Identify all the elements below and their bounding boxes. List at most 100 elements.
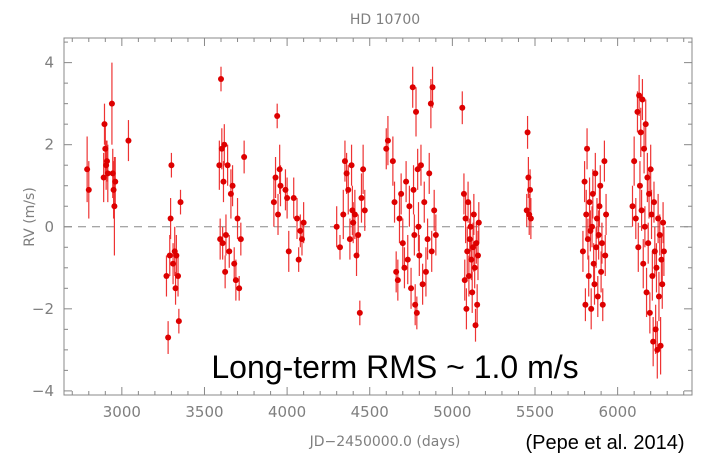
data-point	[631, 158, 638, 165]
data-point	[599, 301, 606, 308]
data-point	[650, 338, 657, 345]
data-point	[659, 281, 666, 288]
data-point	[593, 244, 600, 251]
data-point	[413, 108, 420, 115]
x-tick-label: 4000	[268, 403, 306, 421]
data-point	[401, 264, 408, 271]
data-point	[641, 145, 648, 152]
data-point	[579, 248, 586, 255]
data-point	[656, 231, 663, 238]
data-point	[237, 236, 244, 243]
data-point	[219, 240, 226, 247]
data-point	[419, 281, 426, 288]
data-point	[290, 195, 297, 202]
data-point	[595, 231, 602, 238]
data-point	[474, 252, 481, 259]
data-point	[224, 162, 231, 169]
data-point	[285, 248, 292, 255]
data-point	[399, 240, 406, 247]
data-point	[635, 244, 642, 251]
data-point	[284, 195, 291, 202]
y-axis-title: RV (m/s)	[22, 187, 38, 247]
data-point	[412, 301, 419, 308]
data-point	[102, 145, 109, 152]
data-point	[350, 219, 357, 226]
data-point	[475, 219, 482, 226]
data-point	[345, 186, 352, 193]
data-point	[417, 162, 424, 169]
data-point	[166, 252, 173, 259]
data-point	[632, 215, 639, 222]
y-tick-label: 2	[44, 136, 54, 154]
data-point	[101, 121, 108, 128]
data-point	[109, 170, 116, 177]
data-point	[655, 293, 662, 300]
data-point	[431, 207, 438, 214]
data-point	[654, 346, 661, 353]
data-point	[112, 178, 119, 185]
data-point	[422, 268, 429, 275]
data-point	[644, 174, 651, 181]
data-point	[333, 223, 340, 230]
data-point	[461, 277, 468, 284]
data-point	[640, 260, 647, 267]
data-point	[527, 215, 534, 222]
x-tick-label: 6000	[599, 403, 637, 421]
data-point	[351, 211, 358, 218]
x-tick-label: 5000	[433, 403, 471, 421]
data-point	[343, 170, 350, 177]
data-point	[384, 137, 391, 144]
data-point	[427, 100, 434, 107]
data-point	[593, 215, 600, 222]
data-point	[356, 309, 363, 316]
data-point	[648, 211, 655, 218]
data-point	[226, 248, 233, 255]
data-point	[391, 199, 398, 206]
data-point	[472, 322, 479, 329]
data-point	[641, 223, 648, 230]
data-point	[358, 195, 365, 202]
data-point	[275, 211, 282, 218]
data-point	[276, 166, 283, 173]
x-axis-title: JD−2450000.0 (days)	[309, 434, 461, 450]
data-point	[232, 277, 239, 284]
data-point	[465, 199, 472, 206]
data-point	[361, 207, 368, 214]
x-tick-label: 4500	[351, 403, 389, 421]
data-point	[603, 211, 610, 218]
data-point	[474, 301, 481, 308]
data-point	[297, 227, 304, 234]
data-point	[634, 108, 641, 115]
data-point	[649, 273, 656, 279]
data-point	[216, 162, 223, 169]
data-point	[403, 178, 410, 185]
plot-frame	[63, 37, 693, 396]
data-point	[589, 223, 596, 230]
data-point	[598, 268, 605, 275]
y-tick-label: 4	[44, 54, 54, 72]
data-point	[643, 289, 650, 296]
data-point	[471, 264, 478, 271]
data-point	[646, 309, 653, 316]
data-point	[646, 190, 653, 197]
data-point	[415, 223, 422, 230]
data-point	[167, 215, 174, 222]
data-point	[346, 236, 353, 243]
data-point	[383, 145, 390, 152]
data-point	[163, 273, 170, 279]
data-point	[651, 248, 658, 255]
data-point	[298, 236, 305, 243]
error-bars	[86, 62, 665, 379]
data-point	[426, 170, 433, 177]
data-point	[652, 326, 659, 333]
data-point	[421, 199, 428, 206]
rms-annotation: Long-term RMS ~ 1.0 m/s	[211, 349, 578, 385]
data-point	[470, 211, 477, 218]
data-point	[173, 252, 180, 259]
data-point	[584, 236, 591, 243]
data-point	[589, 190, 596, 197]
data-point	[227, 190, 234, 197]
data-point	[222, 268, 229, 275]
data-point	[410, 186, 417, 193]
